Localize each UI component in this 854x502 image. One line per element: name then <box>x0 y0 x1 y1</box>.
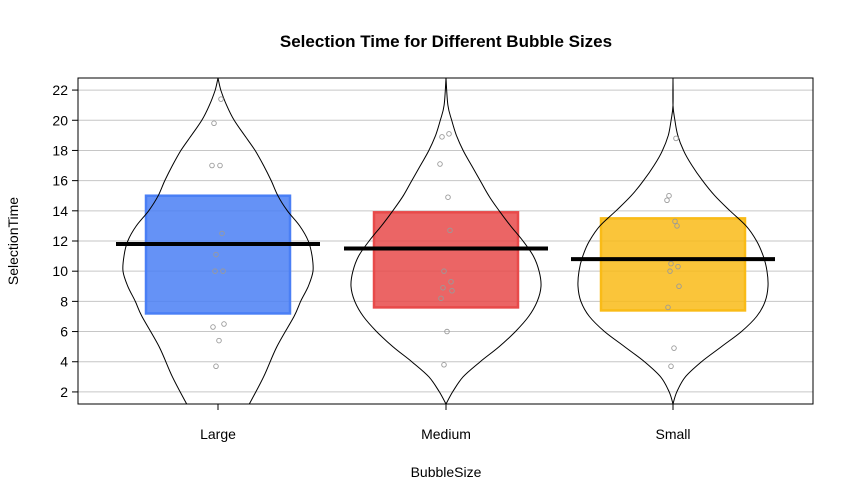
data-point <box>211 120 217 127</box>
data-point <box>441 268 447 274</box>
chart-title: Selection Time for Different Bubble Size… <box>280 32 612 51</box>
bean-right <box>217 77 314 405</box>
data-point <box>217 162 223 169</box>
y-tick-label: 2 <box>60 384 68 400</box>
data-point <box>447 227 453 234</box>
data-point <box>666 192 672 199</box>
data-point <box>449 288 455 294</box>
data-point <box>671 345 677 351</box>
y-tick-label: 8 <box>60 293 68 309</box>
data-point <box>668 363 674 370</box>
y-tick-label: 12 <box>52 233 68 249</box>
data-point <box>448 279 454 285</box>
data-point <box>221 321 227 327</box>
data-point <box>209 162 215 169</box>
data-point <box>444 328 450 335</box>
data-point <box>213 251 219 258</box>
data-point <box>219 230 225 237</box>
x-tick-label: Small <box>655 426 690 442</box>
x-axis: Large Medium Small <box>200 404 691 442</box>
data-point <box>665 304 671 311</box>
data-point <box>667 268 673 274</box>
groups-layer <box>116 77 775 405</box>
data-point <box>668 260 674 267</box>
data-point <box>673 135 679 142</box>
data-point <box>437 161 443 167</box>
y-tick-label: 18 <box>52 142 68 158</box>
x-tick-label: Large <box>200 426 236 442</box>
data-point <box>213 363 219 370</box>
y-axis-label: SelectionTime <box>5 197 21 285</box>
group-large <box>116 77 320 405</box>
bean-left <box>577 77 674 405</box>
y-tick-label: 16 <box>52 173 68 189</box>
data-point <box>212 268 218 274</box>
y-tick-label: 22 <box>52 82 68 98</box>
group-medium <box>344 77 548 405</box>
data-point <box>441 362 447 368</box>
data-point <box>438 295 444 302</box>
ci-bar <box>372 211 520 309</box>
data-point <box>216 337 222 344</box>
y-tick-label: 10 <box>52 263 68 279</box>
y-tick-label: 4 <box>60 354 68 370</box>
group-small <box>571 77 775 405</box>
y-tick-label: 14 <box>52 203 68 219</box>
bean-right <box>672 77 769 405</box>
data-point <box>220 268 226 274</box>
x-tick-label: Medium <box>421 426 471 442</box>
data-point <box>664 197 670 203</box>
data-point <box>446 131 452 137</box>
y-axis: 2 4 6 8 10 12 14 16 18 20 22 <box>52 82 78 400</box>
data-point <box>440 285 446 291</box>
data-point <box>672 218 678 225</box>
data-point <box>210 324 216 330</box>
data-point <box>445 194 451 200</box>
data-point <box>676 283 682 290</box>
data-point <box>439 134 445 140</box>
y-tick-label: 6 <box>60 324 68 340</box>
bean-left <box>122 77 219 405</box>
data-point <box>218 96 224 102</box>
x-axis-label: BubbleSize <box>411 464 482 480</box>
data-point <box>674 223 680 229</box>
data-point <box>675 263 681 270</box>
y-tick-label: 20 <box>52 112 68 128</box>
